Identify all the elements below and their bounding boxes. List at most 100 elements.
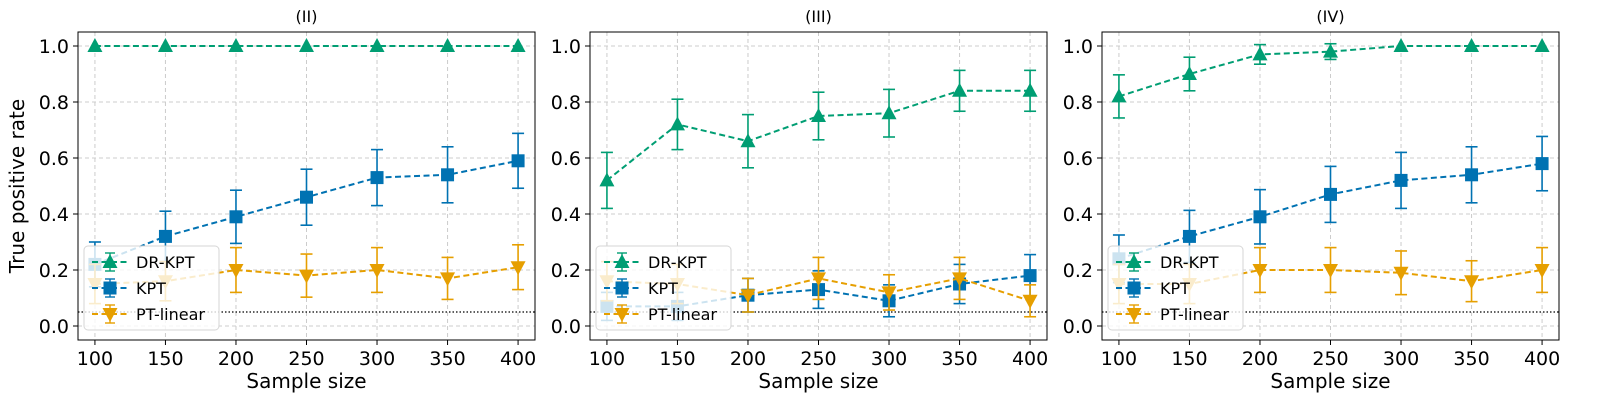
data-point bbox=[669, 116, 685, 131]
data-point bbox=[1022, 82, 1038, 97]
data-point bbox=[952, 272, 968, 287]
legend-label: KPT bbox=[136, 279, 166, 298]
data-point bbox=[157, 38, 173, 52]
data-point bbox=[299, 38, 314, 52]
y-tick-label: 1.0 bbox=[551, 36, 581, 58]
x-tick-label: 100 bbox=[589, 348, 625, 370]
y-tick-label: 1.0 bbox=[1063, 36, 1093, 58]
x-tick-label: 400 bbox=[1012, 348, 1048, 370]
legend-marker bbox=[614, 308, 630, 322]
data-point bbox=[1111, 88, 1127, 103]
legend-marker bbox=[1126, 308, 1142, 322]
data-point bbox=[369, 38, 385, 52]
y-tick-label: 0.6 bbox=[1063, 148, 1093, 170]
data-point bbox=[811, 272, 826, 287]
legend-label: DR-KPT bbox=[136, 253, 195, 272]
panel-2: 100 150 200 250 300 350 400 0.0 0.2 0.4 0.6 0.8 1.0 (… bbox=[551, 7, 1048, 393]
data-point bbox=[1393, 38, 1409, 52]
panel-1: 100 150 200 250 300 350 400 0.0 0.2 0.4 0.6 0.8 1.0 (… bbox=[5, 7, 536, 393]
legend-entry-DR-KPT: DR-KPT bbox=[604, 252, 707, 272]
y-tick-label: 0.6 bbox=[39, 148, 69, 170]
data-point bbox=[229, 210, 243, 224]
x-tick-label: 250 bbox=[800, 348, 836, 370]
legend-box bbox=[595, 245, 732, 331]
y-tick-label: 0.4 bbox=[551, 204, 581, 226]
legend-marker bbox=[615, 281, 629, 295]
data-point bbox=[1181, 66, 1197, 80]
data-point bbox=[1464, 275, 1480, 290]
panel-title: (II) bbox=[296, 7, 318, 26]
legend-label: PT-linear bbox=[136, 305, 205, 324]
data-point bbox=[811, 108, 826, 122]
data-point bbox=[299, 269, 314, 284]
data-point bbox=[511, 154, 525, 168]
data-point bbox=[228, 264, 244, 278]
data-point bbox=[1534, 264, 1550, 278]
x-tick-label: 100 bbox=[77, 348, 113, 370]
data-point bbox=[1252, 264, 1268, 278]
x-tick-label: 250 bbox=[288, 348, 324, 370]
data-point bbox=[1182, 229, 1196, 243]
data-point bbox=[510, 38, 526, 52]
y-tick-label: 1.0 bbox=[39, 36, 69, 58]
data-point bbox=[1023, 269, 1037, 283]
data-point bbox=[1324, 187, 1337, 201]
legend-label: KPT bbox=[1160, 279, 1190, 298]
x-tick-label: 350 bbox=[429, 348, 465, 370]
x-tick-label: 200 bbox=[1242, 348, 1278, 370]
legend-box bbox=[83, 245, 220, 331]
series-DR-KPT bbox=[599, 69, 1038, 210]
legend: DR-KPT KPT PT-linear bbox=[83, 245, 220, 331]
data-point bbox=[370, 171, 384, 185]
x-tick-label: 300 bbox=[1383, 348, 1419, 370]
data-point bbox=[740, 289, 756, 304]
legend-marker bbox=[103, 281, 117, 295]
legend-marker bbox=[102, 254, 118, 268]
x-tick-label: 100 bbox=[1101, 348, 1137, 370]
data-point bbox=[440, 38, 456, 52]
legend-marker bbox=[102, 308, 118, 322]
data-point bbox=[1323, 43, 1338, 58]
y-tick-label: 0.8 bbox=[39, 92, 69, 114]
x-axis-label: Sample size bbox=[246, 369, 366, 393]
legend-entry-PT-linear: PT-linear bbox=[92, 304, 205, 324]
y-tick-label: 0.2 bbox=[551, 260, 581, 282]
x-tick-label: 300 bbox=[359, 348, 395, 370]
legend-entry-DR-KPT: DR-KPT bbox=[1116, 252, 1219, 272]
data-point bbox=[1534, 38, 1550, 52]
x-tick-label: 150 bbox=[659, 348, 695, 370]
data-point bbox=[510, 261, 526, 276]
legend-label: KPT bbox=[648, 279, 678, 298]
x-tick-label: 150 bbox=[1171, 348, 1207, 370]
legend: DR-KPT KPT PT-linear bbox=[595, 245, 732, 331]
x-tick-label: 150 bbox=[147, 348, 183, 370]
y-tick-label: 0.6 bbox=[551, 148, 581, 170]
legend-entry-KPT: KPT bbox=[604, 278, 678, 298]
data-point bbox=[881, 105, 897, 120]
data-point bbox=[1253, 210, 1267, 224]
y-tick-label: 0.4 bbox=[1063, 204, 1093, 226]
x-tick-label: 250 bbox=[1312, 348, 1348, 370]
data-point bbox=[1465, 168, 1479, 182]
x-tick-label: 400 bbox=[1524, 348, 1560, 370]
x-tick-label: 350 bbox=[1453, 348, 1489, 370]
legend-label: PT-linear bbox=[648, 305, 717, 324]
legend-entry-KPT: KPT bbox=[92, 278, 166, 298]
x-axis-label: Sample size bbox=[758, 369, 878, 393]
y-tick-label: 0.0 bbox=[39, 316, 69, 338]
panel-3: 100 150 200 250 300 350 400 0.0 0.2 0.4 0.6 0.8 1.0 (… bbox=[1063, 7, 1560, 393]
x-axis-label: Sample size bbox=[1270, 369, 1390, 393]
data-point bbox=[369, 264, 385, 278]
legend-label: DR-KPT bbox=[1160, 253, 1219, 272]
legend-label: DR-KPT bbox=[648, 253, 707, 272]
y-tick-label: 0.8 bbox=[551, 92, 581, 114]
y-axis-label: True positive rate bbox=[5, 99, 29, 274]
data-point bbox=[1464, 38, 1480, 52]
y-tick-label: 0.0 bbox=[1063, 316, 1093, 338]
data-point bbox=[1535, 157, 1549, 171]
data-point bbox=[740, 133, 756, 148]
legend-marker bbox=[1126, 254, 1142, 268]
data-point bbox=[952, 82, 968, 97]
data-point bbox=[1022, 294, 1038, 309]
